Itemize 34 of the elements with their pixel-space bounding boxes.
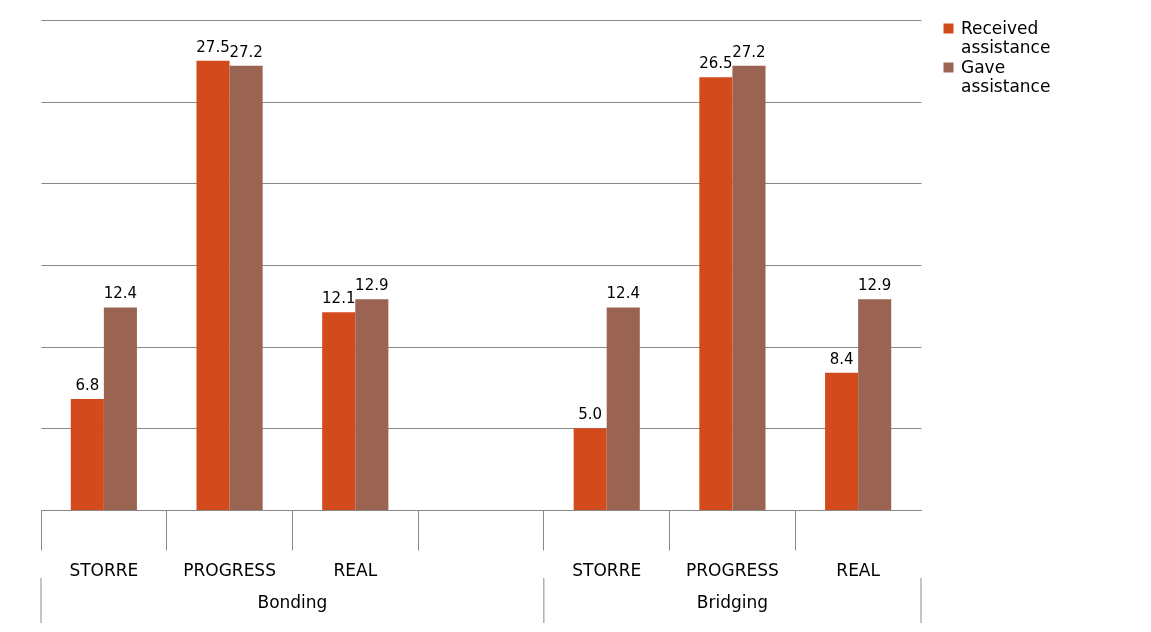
legend-label: Received assistance	[961, 17, 1051, 57]
bar	[573, 428, 607, 510]
bar	[196, 60, 230, 510]
data-label: 8.4	[829, 349, 854, 368]
data-label: 5.0	[578, 405, 603, 424]
data-label: 12.9	[355, 276, 389, 295]
x-tick-label: STORRE	[69, 559, 139, 580]
x-tick-label: PROGRESS	[183, 559, 276, 580]
legend-label: Gave assistance	[961, 56, 1051, 96]
bar	[70, 398, 104, 510]
data-label: 12.4	[606, 284, 640, 303]
bar	[103, 307, 137, 510]
data-label: 6.8	[75, 375, 100, 394]
bar	[355, 299, 389, 510]
bar	[825, 372, 859, 510]
bar	[322, 312, 356, 510]
data-label: 26.5	[699, 54, 733, 73]
data-label: 27.2	[732, 42, 766, 61]
bar	[858, 299, 892, 510]
data-label: 12.9	[857, 276, 892, 295]
text: Bridging	[696, 592, 769, 612]
data-label: 12.1	[322, 289, 356, 308]
data-label: 12.4	[103, 284, 138, 303]
x-tick-label: REAL	[333, 559, 378, 580]
x-tick-label: PROGRESS	[686, 559, 779, 580]
text: Bonding	[257, 592, 328, 612]
bar	[606, 307, 640, 510]
bar	[699, 77, 733, 510]
data-label: 27.2	[229, 42, 263, 61]
data-label: 27.5	[196, 37, 230, 56]
x-tick-label: REAL	[836, 559, 881, 580]
bar	[732, 65, 766, 510]
x-tick-label: STORRE	[572, 559, 642, 580]
bar	[229, 65, 263, 510]
